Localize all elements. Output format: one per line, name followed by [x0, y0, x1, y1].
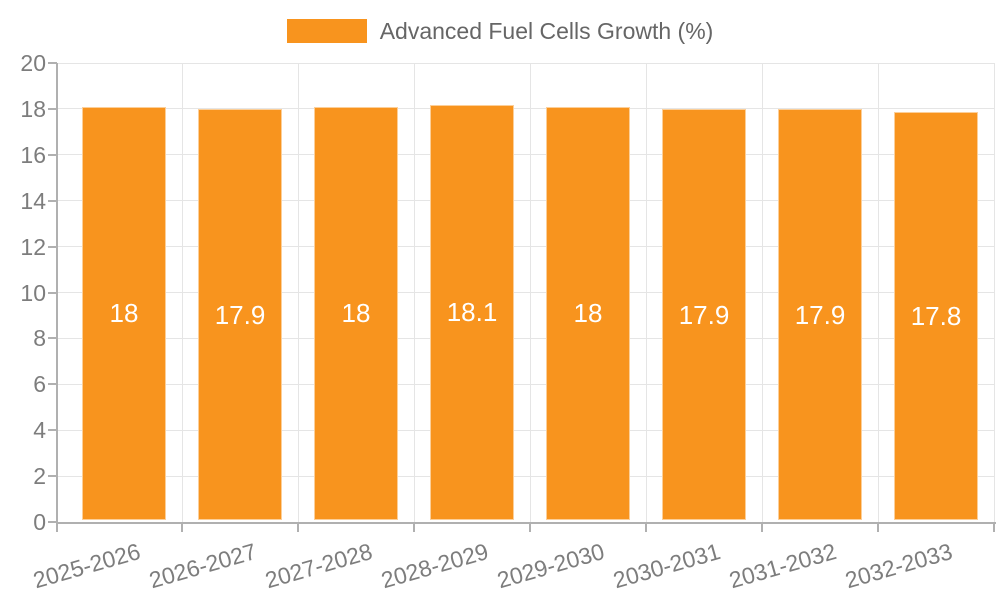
bar-2028-2029: 18.1 — [430, 104, 514, 520]
y-axis-tick-label: 14 — [20, 187, 46, 214]
bar-value-label: 17.8 — [910, 300, 962, 331]
gridline-horizontal — [57, 292, 995, 293]
x-axis-category-label: 2028-2029 — [378, 538, 492, 594]
y-axis-tick-label: 12 — [20, 233, 46, 260]
y-axis-tick-label: 2 — [33, 463, 46, 490]
bar-2027-2028: 18 — [314, 106, 398, 520]
y-axis-tick — [48, 475, 57, 478]
bar-2032-2033: 17.8 — [894, 111, 978, 520]
y-axis-tick-label: 16 — [20, 141, 46, 168]
gridline-vertical — [181, 63, 183, 522]
plot-area: 0 2 4 6 8 10 12 14 16 18 20 18 2025-2026 17.9 2026-202… — [20, 51, 996, 593]
y-axis-tick-label: 0 — [33, 509, 46, 535]
bar-value-label: 18 — [341, 298, 371, 329]
gridline-vertical — [529, 63, 531, 522]
legend-swatch — [286, 19, 367, 43]
gridline-vertical — [761, 63, 763, 522]
y-axis-tick — [48, 153, 57, 156]
y-axis-tick — [48, 199, 57, 202]
y-axis-tick — [48, 521, 57, 523]
x-axis-tick — [413, 523, 415, 532]
chart-legend[interactable]: Advanced Fuel Cells Growth (%) — [0, 18, 1000, 44]
y-axis-tick — [48, 429, 57, 432]
gridline-horizontal — [57, 429, 995, 431]
x-axis-category-label: 2026-2027 — [146, 538, 260, 594]
x-axis-category-label: 2030-2031 — [610, 538, 724, 594]
bar-2026-2027: 17.9 — [198, 109, 282, 520]
x-axis-category-label: 2025-2026 — [30, 538, 144, 594]
y-axis-tick — [48, 107, 57, 110]
x-axis-tick — [297, 523, 299, 532]
y-axis-tick — [48, 245, 57, 248]
bar-2031-2032: 17.9 — [778, 109, 862, 520]
x-axis-tick — [993, 523, 995, 532]
y-axis-line — [56, 63, 58, 524]
gridline-horizontal — [57, 154, 995, 156]
gridline-vertical — [993, 63, 995, 522]
y-axis-tick — [48, 291, 57, 294]
bar-value-label: 18 — [573, 298, 603, 329]
y-axis-tick — [48, 383, 57, 386]
gridline-horizontal — [57, 246, 995, 248]
x-axis-tick — [877, 523, 879, 532]
bar-2030-2031: 17.9 — [662, 109, 746, 520]
y-axis-tick-label: 10 — [20, 279, 46, 306]
bar-value-label: 17.9 — [678, 299, 730, 330]
bar-value-label: 17.9 — [214, 299, 266, 330]
legend-label: Advanced Fuel Cells Growth (%) — [379, 18, 714, 44]
gridline-horizontal — [57, 383, 995, 385]
x-axis-tick — [56, 523, 58, 532]
x-axis-category-label: 2032-2033 — [842, 538, 956, 594]
x-axis-tick — [181, 523, 183, 532]
bar-2025-2026: 18 — [82, 106, 166, 520]
x-axis-category-label: 2031-2032 — [726, 538, 840, 594]
gridline-horizontal — [57, 475, 995, 477]
x-axis-line — [56, 522, 996, 524]
y-axis-tick — [48, 62, 57, 64]
gridline-vertical — [413, 63, 415, 522]
x-axis-category-label: 2029-2030 — [494, 538, 608, 594]
y-axis-tick-label: 18 — [20, 95, 46, 122]
gridline-horizontal — [57, 62, 995, 64]
y-axis-tick-label: 6 — [33, 371, 46, 398]
x-axis-category-label: 2027-2028 — [262, 538, 376, 594]
y-axis-tick-label: 4 — [33, 417, 46, 444]
gridline-vertical — [877, 63, 879, 522]
gridline-vertical — [645, 63, 647, 522]
bar-value-label: 17.9 — [794, 299, 846, 330]
y-axis-tick-label: 20 — [20, 50, 46, 76]
gridline-horizontal — [57, 337, 995, 339]
x-axis-tick — [529, 523, 531, 532]
x-axis-tick — [645, 523, 647, 532]
y-axis-tick — [48, 337, 57, 340]
bar-value-label: 18.1 — [446, 297, 498, 328]
x-axis-tick — [761, 523, 763, 532]
bar-2029-2030: 18 — [546, 106, 630, 520]
gridline-horizontal — [57, 108, 995, 110]
gridline-horizontal — [57, 200, 995, 202]
bar-value-label: 18 — [109, 298, 139, 329]
gridline-vertical — [297, 63, 299, 522]
y-axis-tick-label: 8 — [33, 325, 46, 352]
